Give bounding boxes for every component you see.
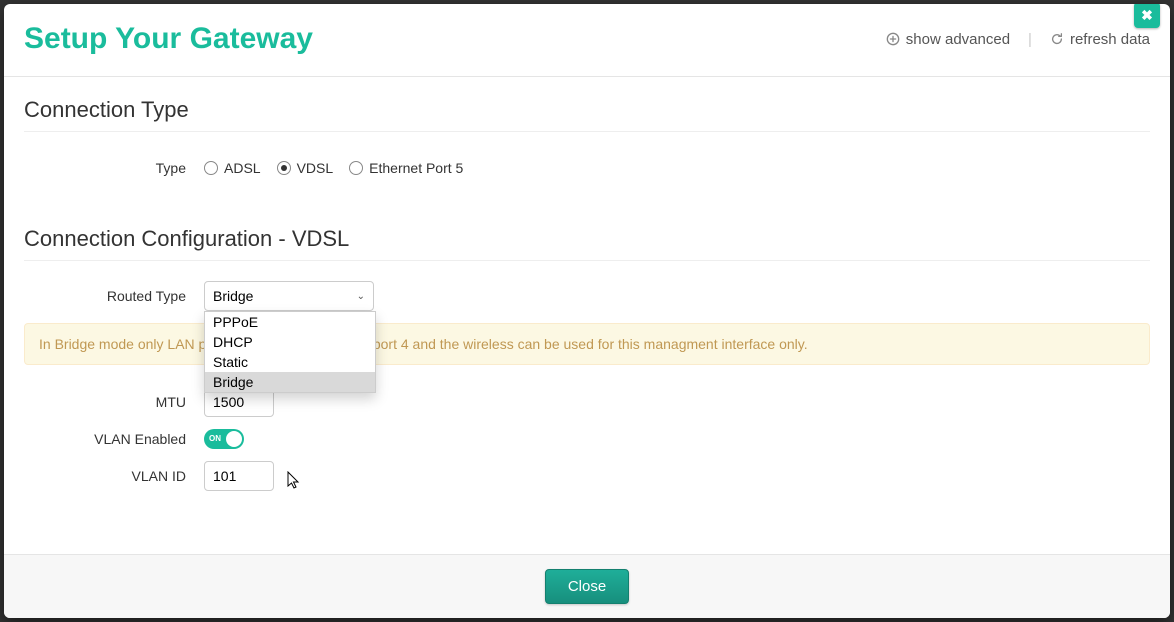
radio-icon [349, 161, 363, 175]
header-actions: show advanced | refresh data [886, 31, 1150, 48]
routed-type-label: Routed Type [24, 288, 204, 304]
routed-type-option-bridge[interactable]: Bridge [205, 372, 375, 392]
routed-type-option-dhcp[interactable]: DHCP [205, 332, 375, 352]
close-button[interactable]: Close [545, 569, 629, 604]
vlan-id-input[interactable] [204, 461, 274, 491]
vlan-enabled-row: VLAN Enabled ON [24, 429, 1150, 449]
vlan-id-row: VLAN ID [24, 461, 1150, 491]
toggle-on-text: ON [209, 434, 221, 443]
refresh-data-label: refresh data [1070, 31, 1150, 48]
type-radio-vdsl[interactable]: VDSL [277, 160, 334, 176]
modal-header: Setup Your Gateway show advanced | refre… [4, 4, 1170, 77]
type-radio-group: ADSL VDSL Ethernet Port 5 [204, 160, 463, 176]
radio-label: VDSL [297, 160, 334, 176]
modal-title: Setup Your Gateway [24, 22, 313, 56]
routed-type-row: Routed Type Bridge ⌄ PPPoE DHCP Static B… [24, 281, 1150, 311]
routed-type-option-pppoe[interactable]: PPPoE [205, 312, 375, 332]
mtu-row: MTU [24, 387, 1150, 417]
refresh-icon [1050, 32, 1064, 46]
radio-label: ADSL [224, 160, 261, 176]
connection-config-heading: Connection Configuration - VDSL [24, 226, 1150, 261]
gateway-setup-modal: ✖ Setup Your Gateway show advanced | ref… [4, 4, 1170, 618]
connection-type-heading: Connection Type [24, 97, 1150, 132]
show-advanced-link[interactable]: show advanced [886, 31, 1010, 48]
type-row: Type ADSL VDSL Ethernet Port 5 [24, 160, 1150, 176]
radio-icon [204, 161, 218, 175]
refresh-data-link[interactable]: refresh data [1050, 31, 1150, 48]
type-radio-ethernet5[interactable]: Ethernet Port 5 [349, 160, 463, 176]
close-icon: ✖ [1141, 7, 1153, 24]
routed-type-dropdown: PPPoE DHCP Static Bridge [204, 311, 376, 393]
radio-icon [277, 161, 291, 175]
routed-type-selected-value: Bridge [213, 288, 253, 304]
modal-footer: Close [4, 554, 1170, 618]
mtu-label: MTU [24, 394, 204, 410]
plus-circle-icon [886, 32, 900, 46]
type-label: Type [24, 160, 204, 176]
vlan-enabled-toggle[interactable]: ON [204, 429, 244, 449]
modal-close-x-button[interactable]: ✖ [1134, 4, 1160, 28]
show-advanced-label: show advanced [906, 31, 1010, 48]
modal-body: Connection Type Type ADSL VDSL Ethernet … [4, 77, 1170, 554]
toggle-knob-icon [226, 431, 242, 447]
routed-type-option-static[interactable]: Static [205, 352, 375, 372]
routed-type-select[interactable]: Bridge ⌄ PPPoE DHCP Static Bridge [204, 281, 374, 311]
chevron-down-icon: ⌄ [357, 291, 365, 302]
bridge-mode-alert: In Bridge mode only LAN ports 1-3 can be… [24, 323, 1150, 365]
type-radio-adsl[interactable]: ADSL [204, 160, 261, 176]
vlan-enabled-label: VLAN Enabled [24, 431, 204, 447]
header-separator: | [1028, 31, 1032, 48]
vlan-id-label: VLAN ID [24, 468, 204, 484]
radio-label: Ethernet Port 5 [369, 160, 463, 176]
